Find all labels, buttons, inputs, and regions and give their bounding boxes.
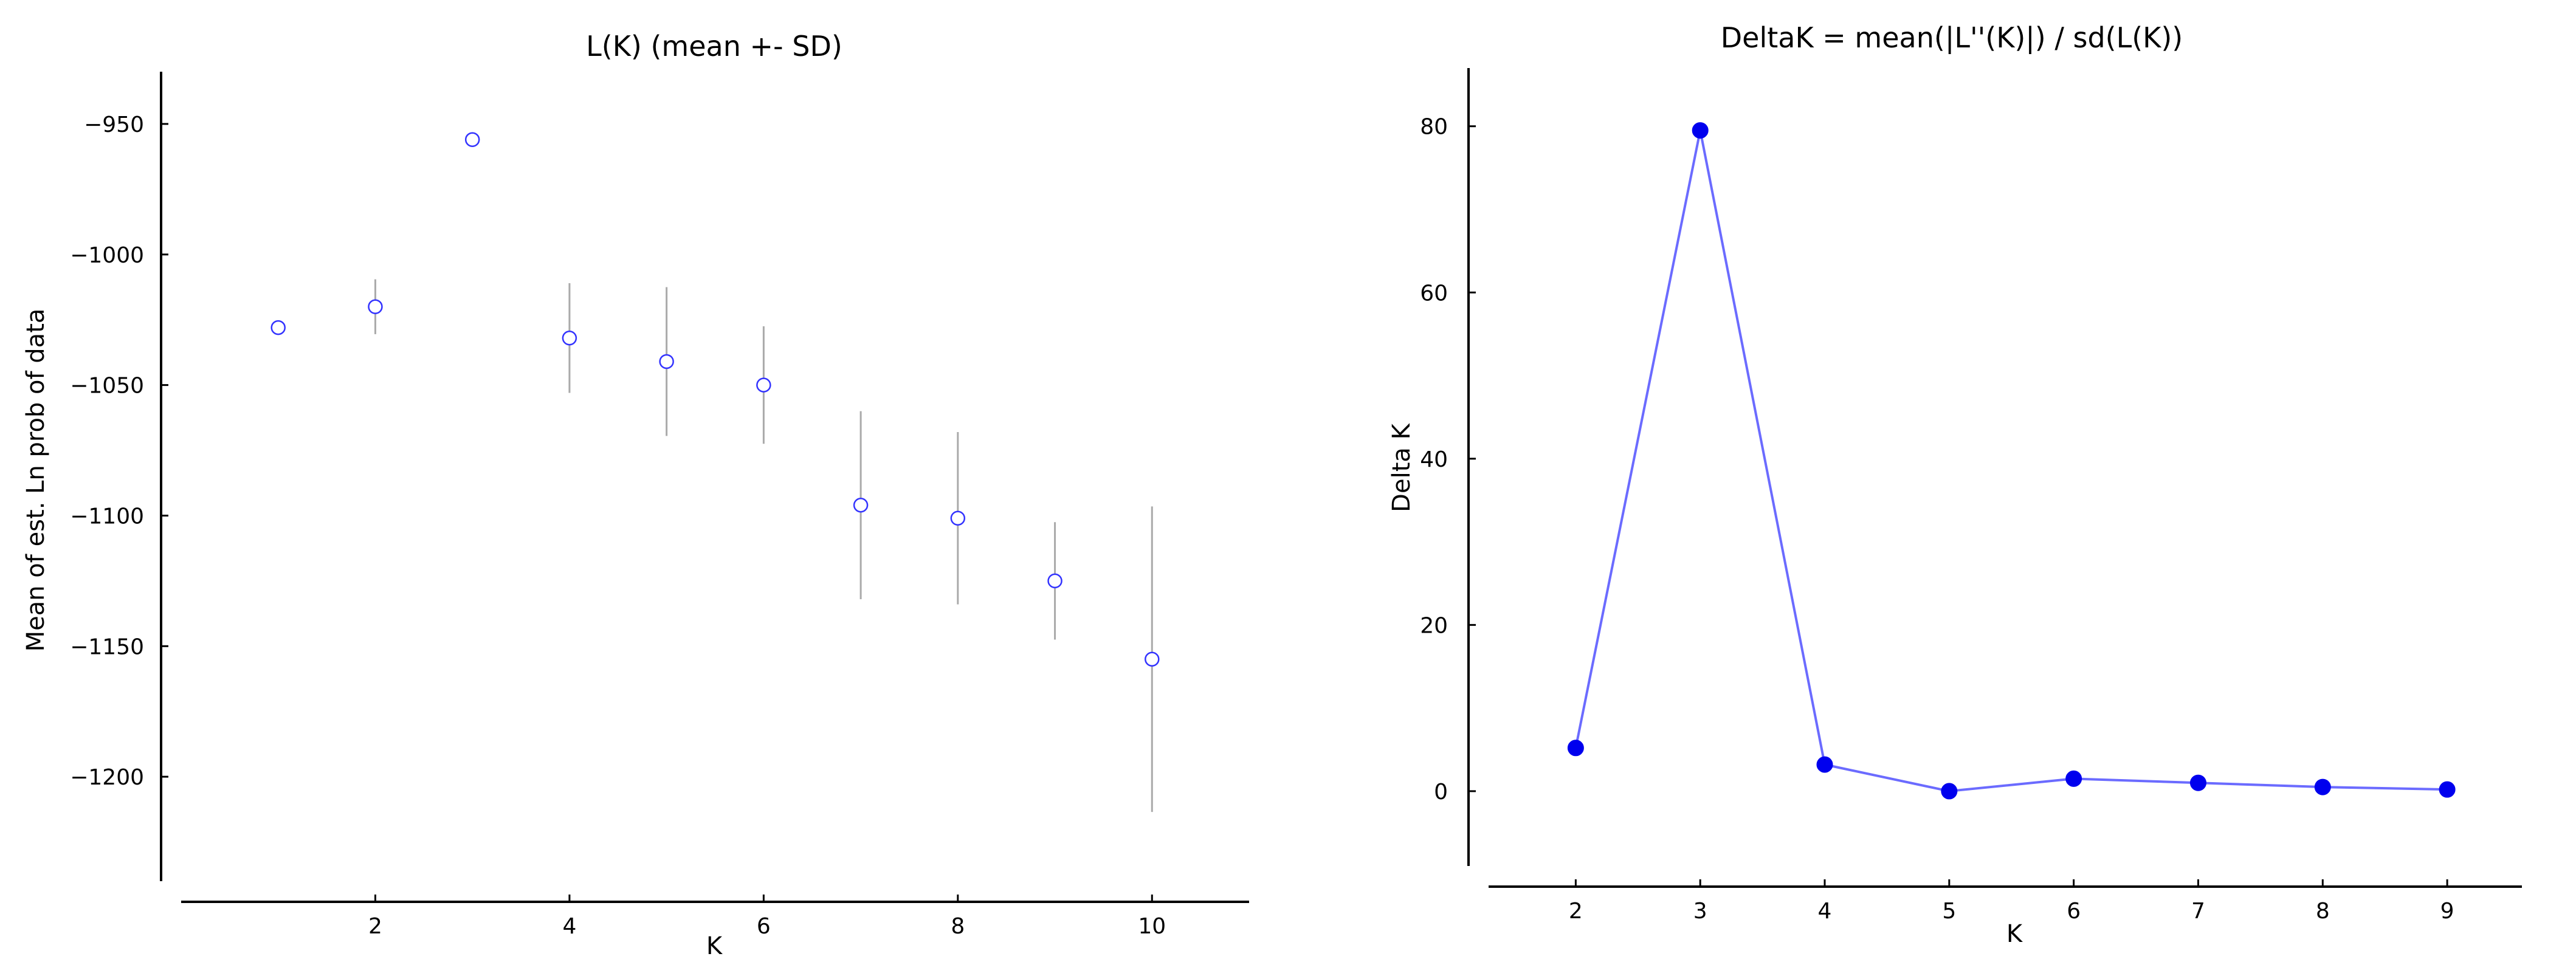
lk-point — [562, 331, 577, 346]
deltak-point — [1567, 740, 1584, 757]
deltak-x-tick-label: 6 — [2067, 899, 2081, 924]
lk-point — [756, 377, 771, 393]
lk-x-tick-label: 10 — [1138, 914, 1166, 939]
deltak-point — [2065, 770, 2082, 787]
lk-x-tick-label: 8 — [951, 914, 965, 939]
deltak-x-axis-label: K — [2006, 920, 2023, 948]
deltak-y-tick-label: 20 — [1420, 613, 1448, 638]
lk-x-axis-label: K — [706, 932, 723, 960]
deltak-y-tick-label: 80 — [1420, 115, 1448, 140]
lk-y-tick-label: −1200 — [70, 765, 144, 790]
deltak-chart: DeltaK = mean(|L''(K)|) / sd(L(K)) K Del… — [1388, 21, 2522, 948]
deltak-data-marks — [1567, 122, 2456, 800]
lk-x-tick-label: 4 — [562, 914, 576, 939]
deltak-x-tick-label: 8 — [2316, 899, 2330, 924]
lk-y-tick-label: −1000 — [70, 243, 144, 268]
deltak-x-tick-label: 7 — [2191, 899, 2205, 924]
lk-y-tick-label: −950 — [84, 112, 144, 137]
deltak-y-tick-label: 40 — [1420, 447, 1448, 472]
lk-y-tick-label: −1100 — [70, 504, 144, 529]
deltak-x-tick-label: 5 — [1942, 899, 1956, 924]
lk-x-tick-label: 6 — [757, 914, 771, 939]
lk-point — [659, 354, 674, 369]
lk-data-marks — [270, 132, 1160, 812]
lk-y-axis-label: Mean of est. Ln prob of data — [22, 309, 50, 652]
lk-chart: L(K) (mean +- SD) K Mean of est. Ln prob… — [22, 30, 1249, 960]
deltak-point — [1692, 122, 1709, 139]
lk-point — [1047, 573, 1062, 589]
lk-ticks: −950 −1000 −1050 −1100 −1150 −1200 2 4 6 8 10 — [70, 112, 1166, 939]
deltak-y-tick-label: 60 — [1420, 281, 1448, 306]
deltak-y-axis-label: Delta K — [1388, 422, 1416, 512]
lk-y-tick-label: −1150 — [70, 634, 144, 659]
deltak-series-line — [1574, 130, 2448, 792]
deltak-point — [2189, 774, 2206, 791]
lk-point — [270, 320, 286, 335]
deltak-point — [2314, 778, 2331, 795]
deltak-chart-panel: DeltaK = mean(|L''(K)|) / sd(L(K)) K Del… — [1288, 0, 2576, 979]
lk-point — [853, 498, 869, 513]
lk-point — [950, 510, 966, 526]
deltak-x-tick-label: 9 — [2440, 899, 2454, 924]
lk-y-tick-label: −1050 — [70, 374, 144, 399]
deltak-x-tick-label: 4 — [1818, 899, 1832, 924]
deltak-x-tick-label: 3 — [1693, 899, 1707, 924]
lk-chart-panel: L(K) (mean +- SD) K Mean of est. Ln prob… — [22, 30, 1249, 960]
deltak-ticks: 0 20 40 60 80 2 3 4 5 6 7 8 9 — [1420, 115, 2454, 924]
deltak-point — [1816, 756, 1833, 773]
deltak-point — [2439, 781, 2456, 798]
deltak-y-tick-label: 0 — [1434, 780, 1448, 805]
deltak-point — [1941, 783, 1958, 800]
deltak-chart-title: DeltaK = mean(|L''(K)|) / sd(L(K)) — [1721, 21, 2183, 55]
lk-point — [1145, 651, 1160, 667]
lk-point — [368, 299, 383, 314]
lk-x-tick-label: 2 — [368, 914, 382, 939]
lk-chart-title: L(K) (mean +- SD) — [586, 30, 842, 63]
deltak-x-tick-label: 2 — [1569, 899, 1583, 924]
lk-point — [464, 132, 480, 147]
